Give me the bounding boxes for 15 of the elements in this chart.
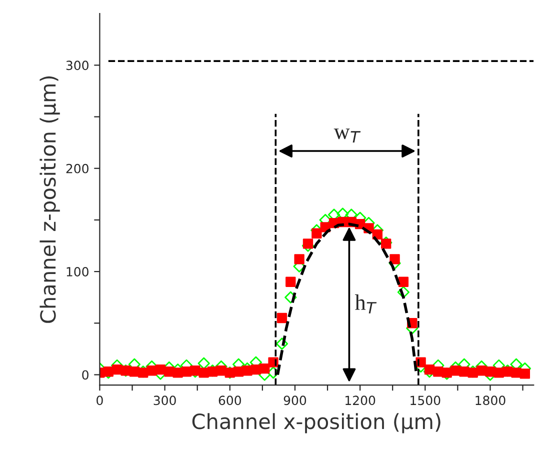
y-tick-label: 0: [82, 370, 88, 380]
x-tick-label: 0: [96, 396, 103, 406]
x-axis-title: Channel x-position (µm): [192, 413, 440, 434]
y-tick-label: 300: [66, 60, 88, 70]
y-tick-label: 100: [66, 267, 88, 276]
annotation: h$_{T}$: [354, 294, 377, 314]
annotation: w$_{T}$: [334, 128, 361, 142]
x-tick-label: 300: [154, 396, 176, 406]
y-axis-title: Channel z-position (µm): [40, 76, 60, 323]
y-tick-label: 200: [66, 164, 88, 174]
x-tick-label: 600: [218, 396, 241, 406]
x-tick-label: 1800: [476, 396, 506, 406]
x-tick-label: 1500: [410, 396, 440, 406]
x-tick-label: 1200: [346, 396, 376, 406]
x-tick-label: 900: [284, 396, 306, 406]
